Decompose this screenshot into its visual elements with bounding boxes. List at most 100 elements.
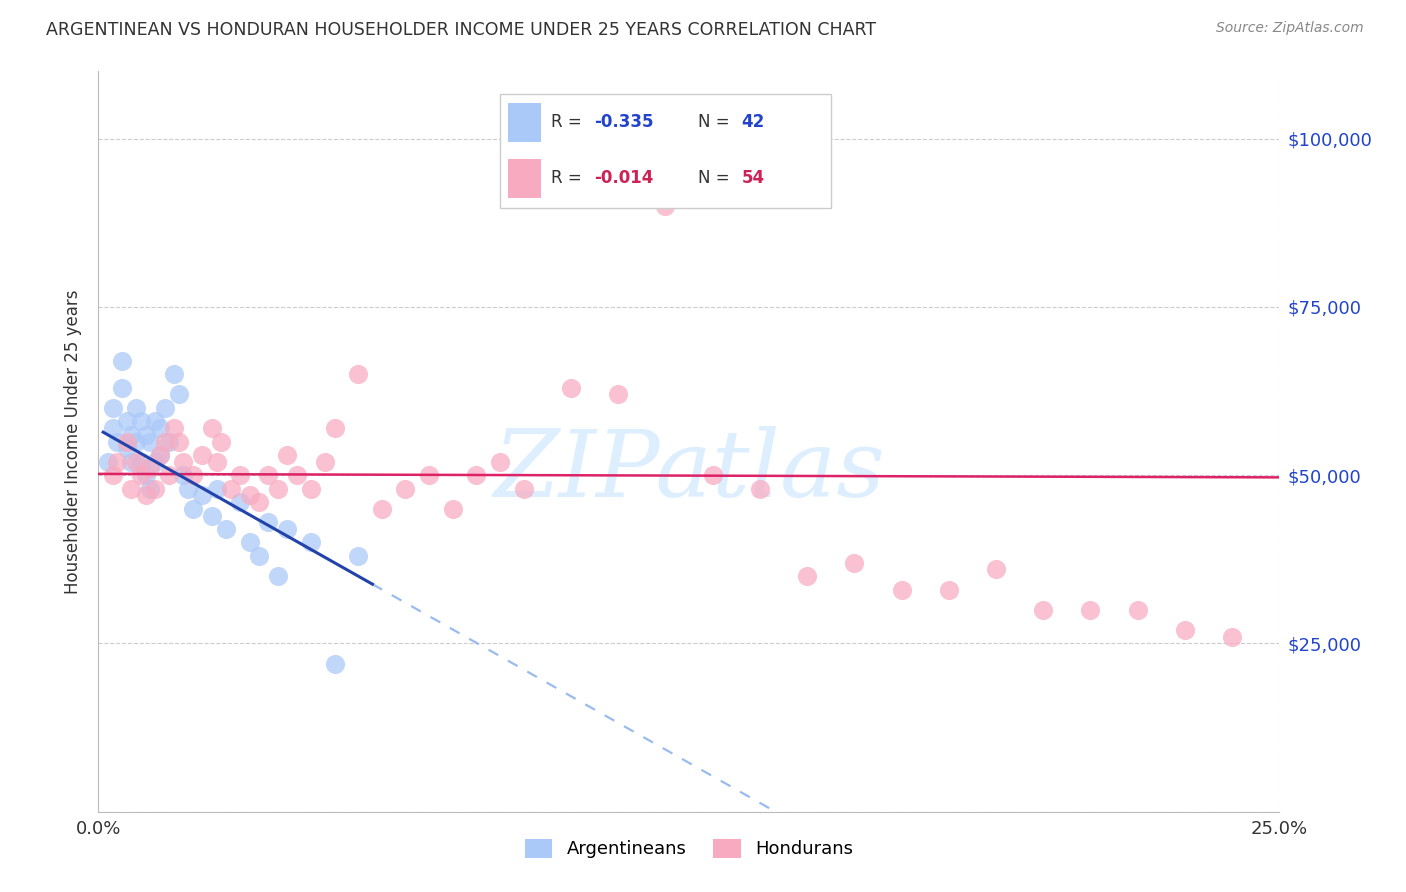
Point [157, 434, 180, 449]
Point [97, 455, 120, 469]
Point [418, 468, 440, 483]
Point [163, 421, 186, 435]
Point [314, 455, 336, 469]
Point [111, 353, 134, 368]
Point [654, 199, 676, 213]
Point [129, 455, 152, 469]
Point [219, 482, 242, 496]
Point [143, 482, 166, 496]
Point [115, 414, 138, 428]
Point [247, 495, 270, 509]
Point [1220, 630, 1243, 644]
Point [1032, 603, 1054, 617]
Point [323, 657, 346, 671]
Point [191, 448, 214, 462]
Point [299, 482, 322, 496]
Point [153, 434, 176, 449]
Legend: Argentineans, Hondurans: Argentineans, Hondurans [517, 832, 860, 865]
Point [125, 455, 148, 469]
Point [607, 387, 630, 401]
Point [143, 455, 166, 469]
Point [229, 468, 252, 483]
Point [512, 482, 534, 496]
Point [394, 482, 416, 496]
Point [143, 414, 166, 428]
Point [115, 434, 138, 449]
Point [129, 414, 152, 428]
Point [201, 508, 224, 523]
Point [163, 368, 186, 382]
Point [153, 401, 176, 415]
Point [149, 448, 172, 462]
Point [984, 562, 1007, 576]
Point [105, 455, 128, 469]
Point [205, 455, 228, 469]
Point [702, 468, 724, 483]
Point [177, 482, 200, 496]
Point [209, 434, 232, 449]
Point [157, 468, 180, 483]
Point [285, 468, 308, 483]
Point [101, 468, 124, 483]
Point [276, 448, 298, 462]
Point [267, 569, 290, 583]
Point [844, 556, 866, 570]
Point [135, 488, 157, 502]
Point [201, 421, 224, 435]
Point [441, 501, 464, 516]
Point [135, 427, 157, 442]
Point [181, 468, 204, 483]
Point [172, 455, 194, 469]
Point [121, 455, 143, 469]
Point [125, 434, 148, 449]
Point [323, 421, 346, 435]
Point [191, 488, 214, 502]
Point [101, 401, 124, 415]
Point [172, 468, 194, 483]
Point [115, 442, 138, 456]
Point [465, 468, 488, 483]
Point [1126, 603, 1149, 617]
Point [139, 434, 162, 449]
Text: ARGENTINEAN VS HONDURAN HOUSEHOLDER INCOME UNDER 25 YEARS CORRELATION CHART: ARGENTINEAN VS HONDURAN HOUSEHOLDER INCO… [46, 21, 876, 39]
Text: Source: ZipAtlas.com: Source: ZipAtlas.com [1216, 21, 1364, 36]
Point [181, 501, 204, 516]
Point [1174, 623, 1197, 637]
Point [347, 368, 370, 382]
Point [121, 427, 143, 442]
Point [247, 549, 270, 563]
Point [239, 488, 262, 502]
Point [347, 549, 370, 563]
Point [276, 522, 298, 536]
Point [149, 421, 172, 435]
Point [139, 482, 162, 496]
Point [215, 522, 238, 536]
Text: ZIPatlas: ZIPatlas [494, 426, 884, 516]
Point [139, 461, 162, 475]
Point [105, 434, 128, 449]
Point [748, 482, 770, 496]
Point [239, 535, 262, 549]
Point [796, 569, 818, 583]
Point [167, 434, 190, 449]
Point [149, 448, 172, 462]
Point [938, 582, 960, 597]
Point [111, 381, 134, 395]
Point [257, 468, 280, 483]
Point [205, 482, 228, 496]
Point [101, 421, 124, 435]
Point [229, 495, 252, 509]
Point [129, 468, 152, 483]
Point [371, 501, 394, 516]
Point [489, 455, 512, 469]
Point [890, 582, 912, 597]
Point [257, 516, 280, 530]
Point [167, 387, 190, 401]
Point [1080, 603, 1102, 617]
Y-axis label: Householder Income Under 25 years: Householder Income Under 25 years [65, 289, 83, 594]
Point [299, 535, 322, 549]
Point [267, 482, 290, 496]
Point [125, 401, 148, 415]
Point [135, 468, 157, 483]
Point [560, 381, 582, 395]
